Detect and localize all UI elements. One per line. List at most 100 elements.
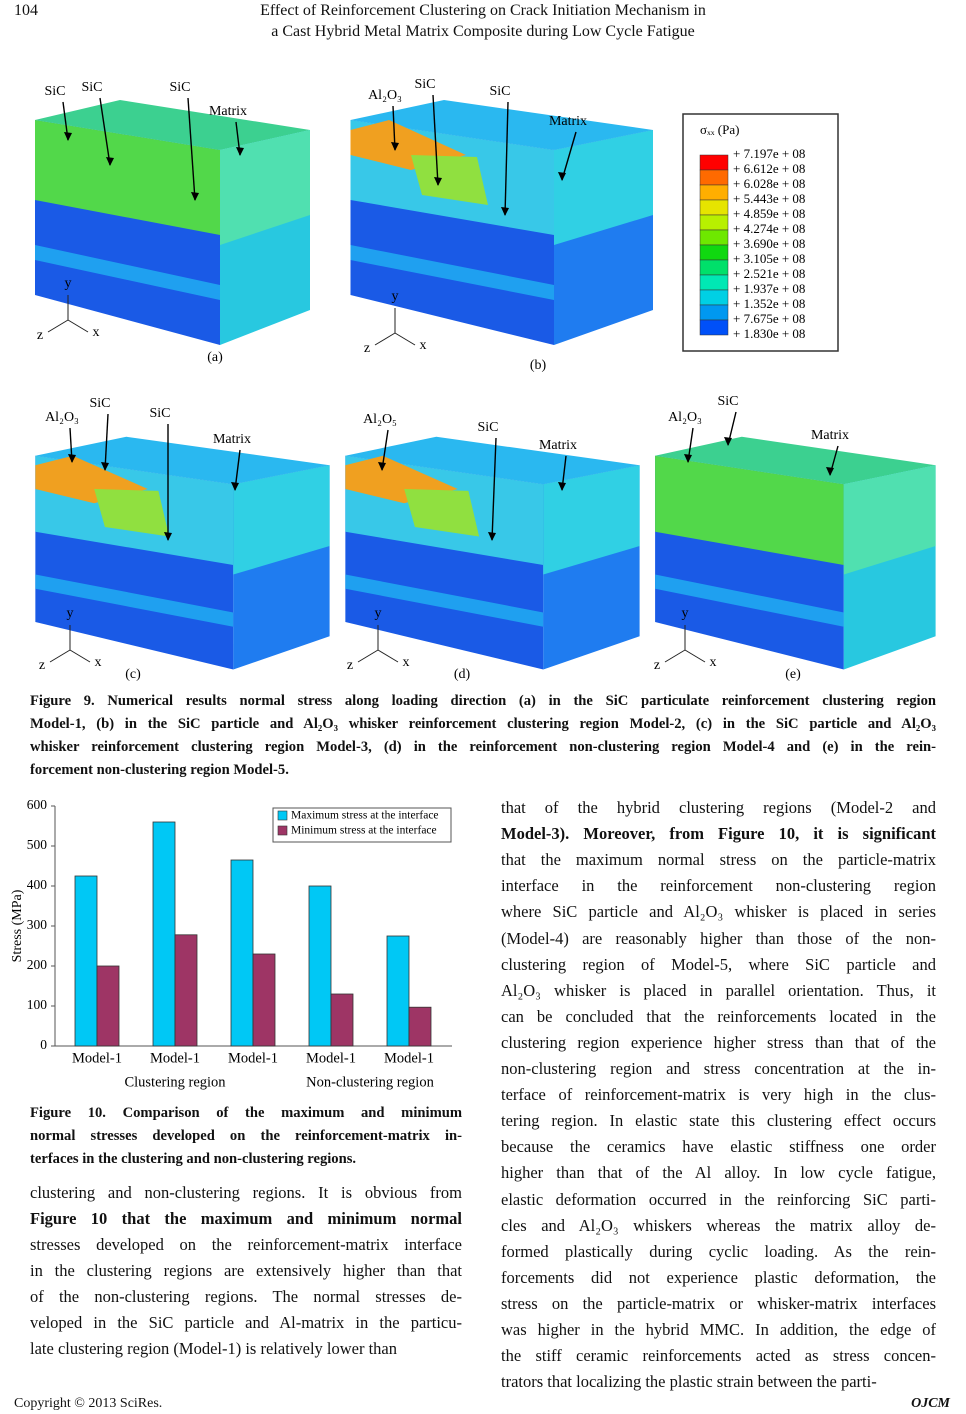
text-line: formed plastically during cyclic loading… bbox=[501, 1241, 936, 1261]
arrow-head bbox=[558, 172, 566, 181]
axis-triad bbox=[394, 332, 416, 346]
color-swatch bbox=[699, 259, 729, 276]
text-line: late clustering region (Model-1) is rela… bbox=[30, 1339, 398, 1358]
axis-letter: z bbox=[39, 658, 45, 673]
legend-label: + 2.521e + 08 bbox=[733, 266, 805, 281]
text-line: clustering region experience higher stre… bbox=[501, 1032, 936, 1052]
panel-label: (e) bbox=[785, 667, 801, 682]
caption-line: terfaces in the clustering and non-clust… bbox=[30, 1151, 357, 1167]
fem-band bbox=[35, 120, 220, 235]
annotation: Matrix bbox=[811, 428, 849, 443]
arrow-head bbox=[101, 462, 109, 471]
text-run: Model-3). Moreover, from bbox=[501, 824, 719, 844]
arrow-head bbox=[191, 192, 199, 201]
arrow-head bbox=[391, 142, 399, 151]
fem-right bbox=[543, 465, 640, 575]
axis-letter: z bbox=[654, 658, 660, 673]
text-run: , it is significant bbox=[795, 824, 936, 844]
y-tick-label: 500 bbox=[27, 837, 48, 852]
text-line: higher than that of the Al alloy. In low… bbox=[501, 1163, 936, 1183]
arrow-head bbox=[236, 147, 244, 156]
y-tick-label: 600 bbox=[27, 797, 48, 812]
fem-hot bbox=[404, 489, 480, 537]
bar bbox=[408, 1006, 432, 1047]
fem-band bbox=[655, 574, 844, 627]
text-line: Figure 10 that the maximum and minimum n… bbox=[30, 1206, 462, 1232]
annotation: Al₂O₅ bbox=[363, 412, 397, 427]
fem-hot bbox=[94, 489, 170, 537]
axis-letter: y bbox=[375, 606, 382, 621]
y-tick-label: 300 bbox=[27, 917, 48, 932]
fem-right bbox=[554, 130, 653, 245]
fem-right bbox=[233, 465, 330, 575]
category-group-label: Clustering region bbox=[124, 1074, 226, 1090]
arrow-head bbox=[64, 132, 72, 141]
annotation-arrow bbox=[561, 131, 577, 181]
legend-label: + 7.197e + 08 bbox=[733, 146, 805, 161]
text-line: stress on the particle-matrix or whisker… bbox=[501, 1293, 936, 1313]
fem-top bbox=[655, 436, 936, 485]
panel-label: (d) bbox=[454, 667, 471, 682]
annotation: SiC bbox=[44, 84, 65, 99]
text-line: where SiC particle and Al₂O₃ whisker is … bbox=[501, 902, 936, 922]
text-line: cles and Al₂O₃ whiskers whereas the matr… bbox=[501, 1215, 936, 1235]
color-swatch bbox=[699, 214, 729, 231]
fem-hot bbox=[411, 155, 488, 205]
legend-label: + 1.937e + 08 bbox=[733, 281, 805, 296]
axis-letter: y bbox=[67, 606, 74, 621]
axis-triad bbox=[67, 319, 89, 333]
annotation: Al₂O₃ bbox=[668, 410, 702, 425]
caption-line: Figure 10. Comparison of the maximum and… bbox=[30, 1105, 462, 1121]
fem-right bbox=[843, 465, 936, 575]
panel-label: (c) bbox=[125, 667, 141, 682]
annotation: Matrix bbox=[213, 432, 251, 447]
arrow-head bbox=[68, 454, 76, 463]
text-line: Model-3). Moreover, from Figure 10, it i… bbox=[501, 821, 936, 847]
arrow-head bbox=[684, 454, 692, 463]
legend-swatch bbox=[277, 825, 288, 836]
color-swatch bbox=[699, 229, 729, 246]
legend-label: Minimum stress at the interface bbox=[291, 825, 437, 837]
running-title: Effect of Reinforcement Clustering on Cr… bbox=[260, 2, 706, 19]
arrow-head bbox=[488, 532, 496, 541]
arrow-head bbox=[231, 482, 239, 491]
annotation: Matrix bbox=[549, 114, 587, 129]
axis-triad bbox=[47, 319, 69, 333]
text-line: veloped in the SiC particle and Al-matri… bbox=[30, 1313, 462, 1332]
y-tick-label: 0 bbox=[40, 1037, 47, 1052]
text-line: of the non-clustering regions. The norma… bbox=[30, 1287, 462, 1306]
annotation: SiC bbox=[717, 394, 738, 409]
legend-swatch bbox=[277, 810, 288, 821]
axis-triad bbox=[377, 649, 399, 663]
color-swatch bbox=[699, 274, 729, 291]
text-line: can be concluded that the reinforcements… bbox=[501, 1006, 936, 1026]
annotation-arrow bbox=[491, 437, 497, 541]
legend-label: + 5.443e + 08 bbox=[733, 191, 805, 206]
panel-label: (b) bbox=[530, 358, 547, 373]
annotation: Matrix bbox=[209, 104, 247, 119]
axis-letter: y bbox=[65, 276, 72, 291]
annotation-arrow bbox=[504, 101, 509, 216]
legend-label: + 1.352e + 08 bbox=[733, 296, 805, 311]
axis-triad bbox=[684, 649, 706, 663]
axis-letter: x bbox=[95, 655, 102, 670]
color-swatch bbox=[699, 319, 729, 336]
arrow-head bbox=[106, 157, 114, 166]
legend-label: Maximum stress at the interface bbox=[291, 810, 439, 822]
legend-label: + 7.675e + 08 bbox=[733, 311, 805, 326]
text-line: because the ceramics have elastic stiffn… bbox=[501, 1137, 936, 1157]
annotation: SiC bbox=[81, 80, 102, 95]
axis-letter: x bbox=[93, 325, 100, 340]
text-line: trators that localizing the plastic stra… bbox=[501, 1372, 877, 1392]
legend-label: + 4.274e + 08 bbox=[733, 221, 805, 236]
x-tick-label: Model-1 bbox=[72, 1050, 122, 1066]
legend-label: + 3.690e + 08 bbox=[733, 236, 805, 251]
fem-top bbox=[35, 436, 330, 485]
axis-triad bbox=[49, 649, 71, 663]
annotation-arrow bbox=[104, 413, 109, 471]
text-line: non-clustering region and stress concent… bbox=[501, 1059, 936, 1078]
text-line: elastic deformation occurred in the rein… bbox=[501, 1189, 936, 1209]
color-swatch bbox=[699, 199, 729, 216]
text-line: Al₂O₃ whisker is placed in parallel orie… bbox=[501, 980, 936, 1000]
